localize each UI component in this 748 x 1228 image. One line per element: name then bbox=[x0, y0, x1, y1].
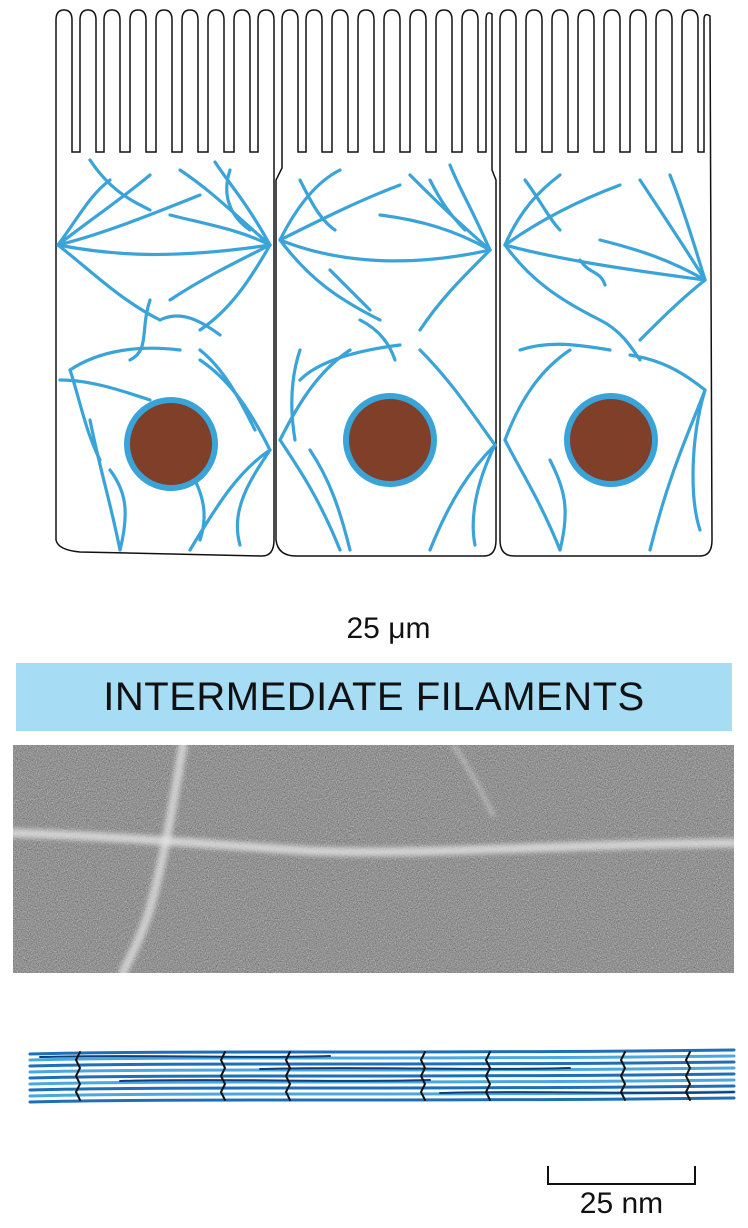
scale-bar-filament bbox=[547, 1166, 696, 1185]
nucleus-icon bbox=[124, 397, 218, 491]
epithelial-cells-diagram bbox=[55, 9, 713, 557]
cell-outline-middle bbox=[275, 9, 497, 557]
cell-outline-right bbox=[499, 9, 713, 557]
figure-title: INTERMEDIATE FILAMENTS bbox=[103, 674, 645, 719]
filament-model-icon bbox=[28, 1048, 736, 1104]
scale-label-cells: 25 μm bbox=[346, 612, 431, 645]
filament-network-right bbox=[503, 173, 707, 552]
filament-network-middle bbox=[278, 163, 497, 552]
title-banner: INTERMEDIATE FILAMENTS bbox=[16, 663, 732, 731]
nucleus-icon bbox=[343, 393, 437, 487]
nucleus-icon bbox=[564, 393, 658, 487]
cell-outline-left bbox=[55, 9, 275, 557]
scale-label-filament: 25 nm bbox=[579, 1187, 664, 1220]
electron-micrograph-image bbox=[13, 745, 734, 973]
filament-network-left bbox=[56, 158, 272, 552]
